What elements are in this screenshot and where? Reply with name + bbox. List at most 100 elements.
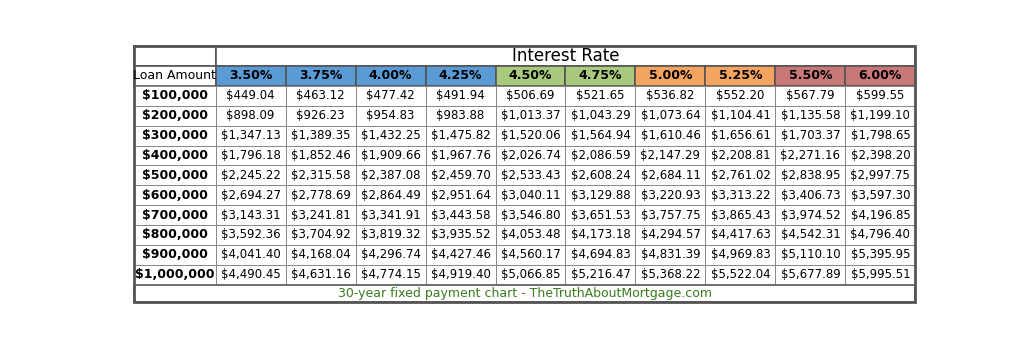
Bar xyxy=(775,66,846,86)
Text: $1,520.06: $1,520.06 xyxy=(501,129,560,142)
Bar xyxy=(426,106,496,126)
Bar xyxy=(496,185,565,205)
Bar xyxy=(775,86,846,106)
Text: $4,969.83: $4,969.83 xyxy=(711,248,770,261)
Bar xyxy=(775,205,846,225)
Text: $500,000: $500,000 xyxy=(142,169,208,182)
Text: $4,041.40: $4,041.40 xyxy=(221,248,281,261)
Text: $926.23: $926.23 xyxy=(296,109,345,122)
Bar xyxy=(134,146,216,165)
Text: 3.75%: 3.75% xyxy=(299,69,342,83)
Bar xyxy=(134,225,216,245)
Text: $4,417.63: $4,417.63 xyxy=(711,228,770,241)
Text: $521.65: $521.65 xyxy=(577,89,625,103)
Bar xyxy=(355,126,426,146)
Text: $2,997.75: $2,997.75 xyxy=(851,169,910,182)
Text: $1,796.18: $1,796.18 xyxy=(220,149,281,162)
Bar xyxy=(775,185,846,205)
Bar xyxy=(636,106,706,126)
Bar xyxy=(636,205,706,225)
Text: $5,995.51: $5,995.51 xyxy=(851,268,910,281)
Bar xyxy=(565,146,636,165)
Bar xyxy=(286,225,355,245)
Bar xyxy=(286,126,355,146)
Bar xyxy=(286,205,355,225)
Text: $552.20: $552.20 xyxy=(716,89,765,103)
Text: $3,704.92: $3,704.92 xyxy=(291,228,350,241)
Text: $2,208.81: $2,208.81 xyxy=(711,149,770,162)
Text: 30-year fixed payment chart - TheTruthAboutMortgage.com: 30-year fixed payment chart - TheTruthAb… xyxy=(338,287,712,300)
Text: $5,368.22: $5,368.22 xyxy=(641,268,700,281)
Text: $2,387.08: $2,387.08 xyxy=(360,169,420,182)
Bar xyxy=(706,245,775,265)
Bar xyxy=(846,265,915,284)
Bar xyxy=(286,245,355,265)
Bar xyxy=(775,265,846,284)
Bar xyxy=(286,185,355,205)
Text: $1,798.65: $1,798.65 xyxy=(851,129,910,142)
Bar xyxy=(496,146,565,165)
Text: $800,000: $800,000 xyxy=(142,228,208,241)
Text: $5,216.47: $5,216.47 xyxy=(570,268,631,281)
Text: $600,000: $600,000 xyxy=(142,189,208,202)
Bar xyxy=(496,265,565,284)
Bar xyxy=(846,225,915,245)
Text: $3,220.93: $3,220.93 xyxy=(641,189,700,202)
Bar xyxy=(565,165,636,185)
Text: $1,852.46: $1,852.46 xyxy=(291,149,350,162)
Bar xyxy=(496,245,565,265)
Bar xyxy=(216,185,286,205)
Text: $2,086.59: $2,086.59 xyxy=(570,149,631,162)
Bar xyxy=(216,245,286,265)
Bar xyxy=(565,106,636,126)
Text: $900,000: $900,000 xyxy=(142,248,208,261)
Text: 4.75%: 4.75% xyxy=(579,69,623,83)
Text: $3,313.22: $3,313.22 xyxy=(711,189,770,202)
Text: $4,560.17: $4,560.17 xyxy=(501,248,560,261)
Text: $2,533.43: $2,533.43 xyxy=(501,169,560,182)
Bar xyxy=(565,66,636,86)
Text: $3,597.30: $3,597.30 xyxy=(851,189,910,202)
Text: $4,196.85: $4,196.85 xyxy=(851,208,910,222)
Bar xyxy=(216,146,286,165)
Text: $954.83: $954.83 xyxy=(367,109,415,122)
Bar xyxy=(636,245,706,265)
Bar xyxy=(426,86,496,106)
Bar xyxy=(426,205,496,225)
Text: $4,173.18: $4,173.18 xyxy=(570,228,631,241)
Bar xyxy=(134,106,216,126)
Text: $3,040.11: $3,040.11 xyxy=(501,189,560,202)
Bar xyxy=(134,86,216,106)
Text: $1,073.64: $1,073.64 xyxy=(641,109,700,122)
Text: $4,774.15: $4,774.15 xyxy=(360,268,421,281)
Bar xyxy=(355,146,426,165)
Text: $2,398.20: $2,398.20 xyxy=(851,149,910,162)
Bar xyxy=(496,165,565,185)
Text: $300,000: $300,000 xyxy=(142,129,208,142)
Text: $2,147.29: $2,147.29 xyxy=(640,149,700,162)
Bar xyxy=(134,66,216,86)
Bar xyxy=(286,165,355,185)
Bar xyxy=(846,66,915,86)
Bar xyxy=(496,66,565,86)
Bar xyxy=(636,265,706,284)
Bar xyxy=(565,265,636,284)
Bar xyxy=(134,46,216,66)
Bar xyxy=(636,66,706,86)
Bar xyxy=(775,146,846,165)
Text: $2,778.69: $2,778.69 xyxy=(291,189,350,202)
Text: $100,000: $100,000 xyxy=(142,89,208,103)
Text: $4,919.40: $4,919.40 xyxy=(430,268,490,281)
Text: $2,838.95: $2,838.95 xyxy=(780,169,840,182)
Text: Loan Amount: Loan Amount xyxy=(133,69,216,83)
Text: $1,610.46: $1,610.46 xyxy=(641,129,700,142)
Text: $3,757.75: $3,757.75 xyxy=(641,208,700,222)
Bar xyxy=(565,185,636,205)
Text: $400,000: $400,000 xyxy=(142,149,208,162)
Bar xyxy=(216,265,286,284)
Bar xyxy=(775,225,846,245)
Text: $983.88: $983.88 xyxy=(436,109,484,122)
Bar xyxy=(636,225,706,245)
Text: $1,104.41: $1,104.41 xyxy=(711,109,770,122)
Text: $3,819.32: $3,819.32 xyxy=(360,228,420,241)
